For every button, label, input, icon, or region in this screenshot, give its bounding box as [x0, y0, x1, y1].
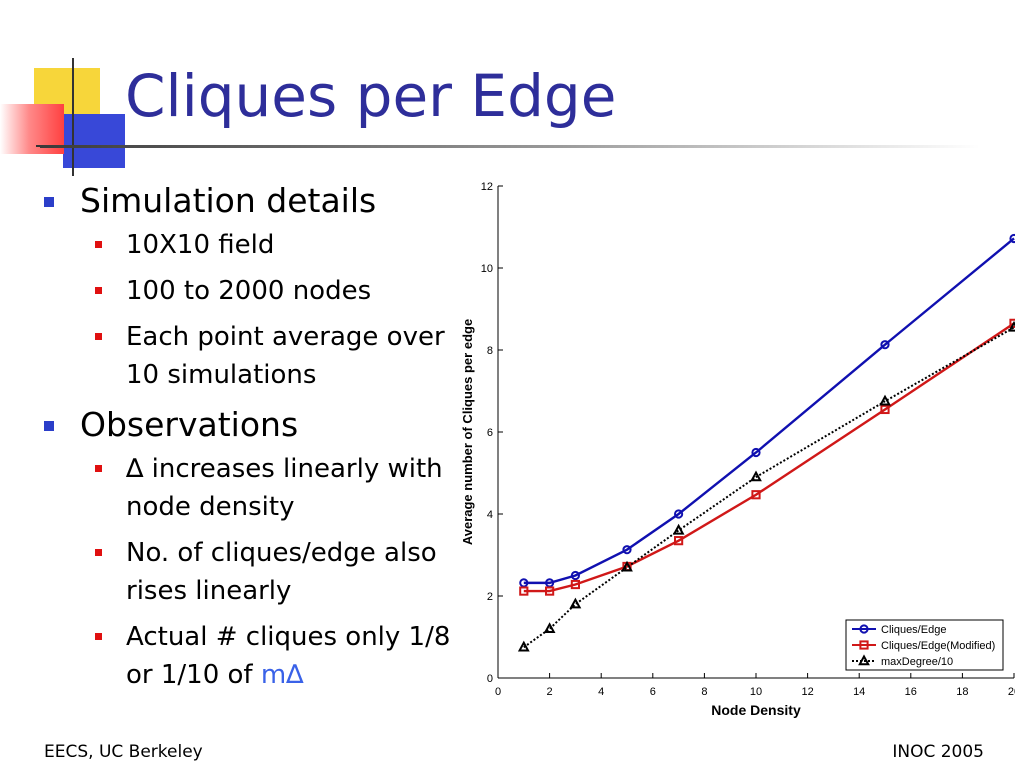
data-point-series-2	[569, 597, 582, 609]
sub-bullet: No. of cliques/edge also rises linearly	[80, 534, 464, 610]
legend-label-0: Cliques/Edge	[881, 624, 946, 636]
x-tick-label: 14	[853, 686, 865, 698]
sub-bullet: 10X10 field	[80, 226, 464, 264]
sub-bullet-text: ∆ increases linearly with node density	[126, 454, 443, 522]
data-point-series-1	[674, 536, 684, 546]
sub-bullet: ∆ increases linearly with node density	[80, 450, 464, 526]
data-point-series-1	[570, 579, 581, 590]
cliques-chart: 02468101214161820024681012Node DensityAv…	[460, 181, 1015, 718]
highlighted-m-delta: m∆	[260, 660, 304, 690]
x-tick-label: 4	[598, 686, 604, 698]
sub-bullet-list: 10X10 field 100 to 2000 nodes Each point…	[80, 226, 464, 394]
data-point-series-1	[1009, 318, 1015, 328]
bullet-text: Simulation details	[80, 181, 377, 220]
data-point-series-1	[545, 586, 555, 596]
sub-bullet-marker	[95, 287, 102, 294]
footer-left: EECS, UC Berkeley	[44, 742, 203, 762]
legend-marker-2	[858, 654, 870, 666]
y-tick-label: 6	[487, 427, 493, 439]
data-point-series-2	[517, 640, 530, 652]
bullet-list: Simulation details 10X10 field 100 to 20…	[44, 180, 464, 704]
x-tick-label: 16	[905, 686, 917, 698]
data-point-series-0	[519, 578, 529, 588]
sub-bullet-marker	[95, 333, 102, 340]
y-tick-label: 12	[481, 181, 493, 193]
decor-vertical-line	[72, 58, 74, 176]
legend-label-2: maxDegree/10	[881, 656, 953, 668]
data-point-series-0	[751, 447, 761, 458]
x-tick-label: 8	[701, 686, 707, 698]
x-tick-label: 12	[801, 686, 813, 698]
y-tick-label: 0	[487, 673, 493, 685]
x-tick-label: 18	[956, 686, 968, 698]
sub-bullet-text: Actual # cliques only 1/8 or 1/10 of	[126, 622, 451, 690]
x-tick-label: 6	[650, 686, 656, 698]
sub-bullet-text: Each point average over 10 simulations	[126, 322, 445, 390]
title-divider	[40, 145, 980, 148]
sub-bullet-marker	[95, 633, 102, 640]
sub-bullet-marker	[95, 549, 102, 556]
slide-title: Cliques per Edge	[125, 62, 617, 130]
legend-label-1: Cliques/Edge(Modified)	[881, 640, 995, 652]
x-tick-label: 20	[1008, 686, 1015, 698]
bullet-marker	[44, 421, 54, 431]
legend-marker-0	[859, 624, 869, 634]
bullet-observations: Observations ∆ increases linearly with n…	[44, 404, 464, 694]
y-tick-label: 4	[487, 509, 493, 521]
sub-bullet: Actual # cliques only 1/8 or 1/10 of m∆	[80, 618, 464, 694]
data-point-series-2	[543, 622, 556, 633]
y-axis-label: Average number of Cliques per edge	[460, 319, 475, 545]
data-point-series-0	[1009, 233, 1015, 244]
data-point-series-2	[672, 523, 685, 535]
sub-bullet-text: 100 to 2000 nodes	[126, 276, 372, 306]
bullet-marker	[44, 197, 54, 207]
y-tick-label: 10	[481, 263, 493, 275]
sub-bullet-list: ∆ increases linearly with node density N…	[80, 450, 464, 694]
data-point-series-1	[519, 586, 529, 596]
x-axis-label: Node Density	[711, 702, 801, 718]
bullet-text: Observations	[80, 405, 299, 444]
sub-bullet-text: 10X10 field	[126, 230, 275, 260]
data-point-series-1	[880, 404, 890, 415]
x-tick-label: 2	[547, 686, 553, 698]
sub-bullet-text: No. of cliques/edge also rises linearly	[126, 538, 437, 606]
data-point-series-0	[880, 340, 890, 350]
y-tick-label: 2	[487, 591, 493, 603]
sub-bullet-marker	[95, 465, 102, 472]
x-tick-label: 0	[495, 686, 501, 698]
sub-bullet: 100 to 2000 nodes	[80, 272, 464, 310]
data-point-series-2	[750, 470, 762, 482]
legend-marker-1	[859, 640, 869, 650]
data-point-series-0	[545, 578, 555, 588]
series-line-2	[523, 326, 1015, 649]
bullet-simulation-details: Simulation details 10X10 field 100 to 20…	[44, 180, 464, 394]
data-point-series-2	[621, 560, 633, 572]
data-point-series-2	[879, 394, 891, 406]
footer-right: INOC 2005	[892, 742, 984, 762]
data-point-series-0	[674, 509, 684, 519]
data-point-series-1	[751, 490, 761, 500]
data-point-series-2	[1008, 320, 1015, 332]
data-point-series-0	[570, 570, 581, 581]
series-line-1	[523, 322, 1015, 593]
data-point-series-0	[622, 545, 632, 555]
series-line-0	[523, 237, 1015, 585]
y-tick-label: 8	[487, 345, 493, 357]
sub-bullet-marker	[95, 241, 102, 248]
x-tick-label: 10	[750, 686, 762, 698]
sub-bullet: Each point average over 10 simulations	[80, 318, 464, 394]
